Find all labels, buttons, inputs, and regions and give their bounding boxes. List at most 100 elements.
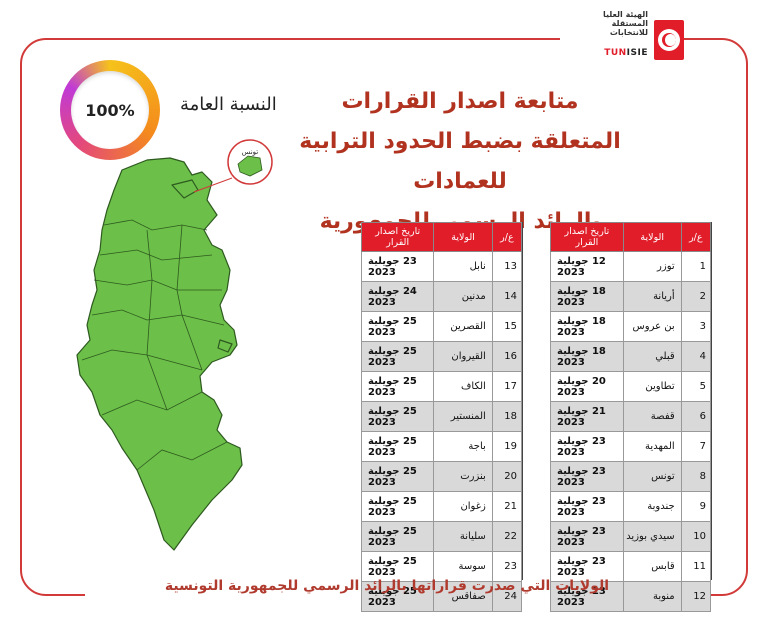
table-row: 18 المنستير 25 جويلية 2023 xyxy=(360,401,523,432)
table-row: 6 قفصة 21 جويلية 2023 xyxy=(550,401,712,432)
row-date: 23 جويلية 2023 xyxy=(550,521,624,552)
table-row: 16 القيروان 25 جويلية 2023 xyxy=(360,341,523,372)
row-date: 18 جويلية 2023 xyxy=(550,341,624,372)
table-row: 23 سوسة 25 جويلية 2023 xyxy=(360,551,523,582)
row-date: 25 جويلية 2023 xyxy=(360,581,435,612)
table-row: 10 سيدي بوزيد 23 جويلية 2023 xyxy=(550,521,712,552)
tunisia-flag-icon xyxy=(654,20,684,60)
row-state: الكاف xyxy=(433,371,493,402)
row-state: توزر xyxy=(622,251,682,282)
row-date: 18 جويلية 2023 xyxy=(550,311,624,342)
map-borders xyxy=(81,219,228,471)
table-right: ع/ر الولاية تاريخ اصدار القرار 1 توزر 12 ج… xyxy=(550,222,712,612)
row-number: 14 xyxy=(491,281,523,312)
row-state: منوبة xyxy=(622,581,682,612)
logo-acronym-suffix: ISIE xyxy=(626,48,648,58)
row-state: مدنين xyxy=(433,281,493,312)
row-date: 25 جويلية 2023 xyxy=(360,371,435,402)
row-state: سوسة xyxy=(433,551,493,582)
row-number: 13 xyxy=(491,251,523,282)
table-row: 24 صفاقس 25 جويلية 2023 xyxy=(360,581,523,612)
col-state: الولاية xyxy=(433,222,493,252)
row-number: 2 xyxy=(680,281,712,312)
row-number: 9 xyxy=(680,491,712,522)
overall-label: النسبة العامة xyxy=(180,94,277,115)
row-state: صفاقس xyxy=(433,581,493,612)
row-number: 5 xyxy=(680,371,712,402)
row-number: 24 xyxy=(491,581,523,612)
row-date: 12 جويلية 2023 xyxy=(550,251,624,282)
row-number: 6 xyxy=(680,401,712,432)
footer-caption: الولايات التي صدرت قراراتها بالرائد الرس… xyxy=(164,578,610,594)
row-number: 12 xyxy=(680,581,712,612)
row-state: قفصة xyxy=(622,401,682,432)
title-line-1: متابعة اصدار القرارات xyxy=(341,89,579,114)
title-line-2: المتعلقة بضبط الحدود الترابية للعمادات xyxy=(299,129,621,194)
col-num: ع/ر xyxy=(680,222,712,252)
table-row: 11 قابس 23 جويلية 2023 xyxy=(550,551,712,582)
col-date: تاريخ اصدار القرار xyxy=(550,222,624,252)
row-state: بنزرت xyxy=(433,461,493,492)
row-date: 21 جويلية 2023 xyxy=(550,401,624,432)
row-date: 18 جويلية 2023 xyxy=(550,281,624,312)
row-number: 18 xyxy=(491,401,523,432)
row-date: 20 جويلية 2023 xyxy=(550,371,624,402)
logo-arabic-name: الهيئة العليا المستقلة للانتخابات xyxy=(603,10,648,37)
row-state: سيدي بوزيد xyxy=(622,521,682,552)
row-number: 16 xyxy=(491,341,523,372)
row-state: تونس xyxy=(622,461,682,492)
row-number: 23 xyxy=(491,551,523,582)
table-row: 5 تطاوين 20 جويلية 2023 xyxy=(550,371,712,402)
row-date: 25 جويلية 2023 xyxy=(360,521,435,552)
row-number: 8 xyxy=(680,461,712,492)
row-number: 10 xyxy=(680,521,712,552)
row-date: 23 جويلية 2023 xyxy=(550,581,624,612)
table-row: 3 بن عروس 18 جويلية 2023 xyxy=(550,311,712,342)
row-state: القصرين xyxy=(433,311,493,342)
logo-acronym-prefix: TUN xyxy=(604,48,627,58)
row-number: 3 xyxy=(680,311,712,342)
table-row: 9 جندوبة 23 جويلية 2023 xyxy=(550,491,712,522)
row-state: قبلي xyxy=(622,341,682,372)
row-date: 25 جويلية 2023 xyxy=(360,431,435,462)
row-date: 24 جويلية 2023 xyxy=(360,281,435,312)
row-date: 25 جويلية 2023 xyxy=(360,311,435,342)
table-row: 22 سليانة 25 جويلية 2023 xyxy=(360,521,523,552)
table-row: 13 نابل 23 جويلية 2023 xyxy=(360,251,523,282)
row-state: بن عروس xyxy=(622,311,682,342)
row-number: 4 xyxy=(680,341,712,372)
col-num: ع/ر xyxy=(491,222,523,252)
frame-gap xyxy=(560,30,670,48)
row-number: 19 xyxy=(491,431,523,462)
row-number: 7 xyxy=(680,431,712,462)
row-state: القيروان xyxy=(433,341,493,372)
table-row: 7 المهدية 23 جويلية 2023 xyxy=(550,431,712,462)
row-number: 22 xyxy=(491,521,523,552)
row-date: 25 جويلية 2023 xyxy=(360,551,435,582)
row-state: نابل xyxy=(433,251,493,282)
row-date: 25 جويلية 2023 xyxy=(360,341,435,372)
table-row: 8 تونس 23 جويلية 2023 xyxy=(550,461,712,492)
row-number: 1 xyxy=(680,251,712,282)
table-row: 4 قبلي 18 جويلية 2023 xyxy=(550,341,712,372)
table-left: ع/ر الولاية تاريخ اصدار القرار 13 نابل 23 … xyxy=(360,222,523,612)
table-row: 2 أريانة 18 جويلية 2023 xyxy=(550,281,712,312)
row-date: 23 جويلية 2023 xyxy=(360,251,435,282)
overall-progress-ring: 100% xyxy=(60,60,160,160)
row-date: 25 جويلية 2023 xyxy=(360,491,435,522)
col-state: الولاية xyxy=(622,222,682,252)
row-state: زغوان xyxy=(433,491,493,522)
table-row: 12 منوبة 23 جويلية 2023 xyxy=(550,581,712,612)
map-inset-label: تونس xyxy=(242,148,258,156)
row-state: قابس xyxy=(622,551,682,582)
table-row: 1 توزر 12 جويلية 2023 xyxy=(550,251,712,282)
row-date: 23 جويلية 2023 xyxy=(550,461,624,492)
row-state: سليانة xyxy=(433,521,493,552)
table-row: 17 الكاف 25 جويلية 2023 xyxy=(360,371,523,402)
row-number: 20 xyxy=(491,461,523,492)
table-row: 20 بنزرت 25 جويلية 2023 xyxy=(360,461,523,492)
row-number: 17 xyxy=(491,371,523,402)
isie-logo: الهيئة العليا المستقلة للانتخابات TUNISI… xyxy=(580,8,690,60)
row-number: 11 xyxy=(680,551,712,582)
row-state: جندوبة xyxy=(622,491,682,522)
